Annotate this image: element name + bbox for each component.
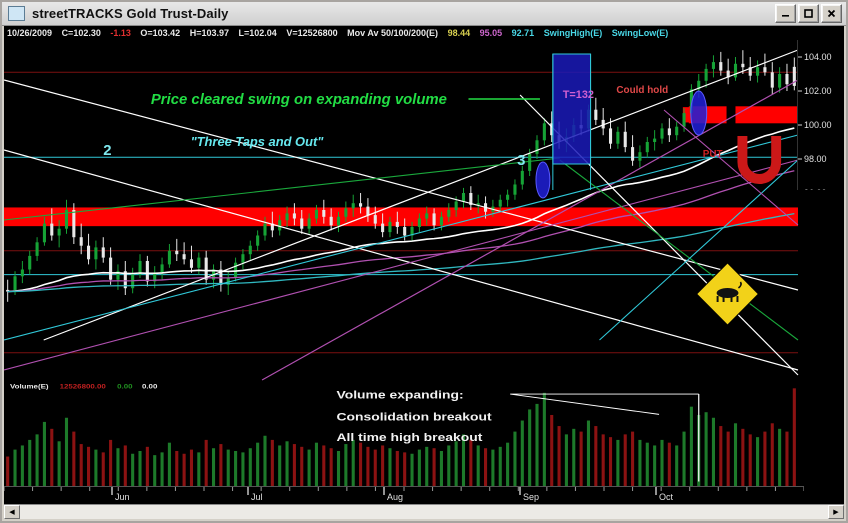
- price-plot: [4, 49, 799, 381]
- volume-note-2: Consolidation breakout: [336, 411, 492, 423]
- scroll-left-button[interactable]: ◀: [4, 505, 20, 519]
- volume-indicator-label: Volume(E): [10, 383, 49, 390]
- volume-annotations: Volume(E) 12526800.00 0.00 0.00 Volume e…: [10, 383, 700, 482]
- svg-text:Aug: Aug: [387, 492, 403, 502]
- put-label: PUT: [703, 149, 723, 160]
- volume-pane[interactable]: Volume(E) 12526800.00 0.00 0.00 Volume e…: [4, 380, 798, 487]
- window-titlebar: streetTRACKS Gold Trust-Daily: [2, 2, 846, 26]
- scroll-track[interactable]: [20, 505, 828, 519]
- volume-plot: [6, 388, 796, 487]
- price-pane[interactable]: Price cleared swing on expanding volume …: [4, 40, 799, 381]
- chart-canvas[interactable]: 10/26/2009 C=102.30 -1.13 O=103.42 H=103…: [4, 26, 844, 519]
- movavg-value-3: 92.71: [511, 28, 535, 38]
- quote-bar: 10/26/2009 C=102.30 -1.13 O=103.42 H=103…: [4, 26, 844, 40]
- scroll-right-button[interactable]: ▶: [828, 505, 844, 519]
- window-controls: [775, 4, 844, 23]
- annotation-cyan: "Three Taps and Out": [191, 134, 325, 149]
- svg-text:104.00: 104.00: [804, 52, 832, 62]
- movavg-value-2: 95.05: [479, 28, 503, 38]
- tap-marker-2: 2: [103, 142, 111, 159]
- quote-change: -1.13: [110, 28, 131, 38]
- svg-text:100.00: 100.00: [804, 120, 832, 130]
- window-doc-icon: [8, 6, 25, 21]
- y-axis: 86.0088.0090.0092.0094.0096.0098.00100.0…: [797, 40, 844, 190]
- volume-indicator-value3: 0.00: [142, 383, 157, 390]
- svg-text:Sep: Sep: [523, 492, 539, 502]
- tap-marker-3: 3: [517, 152, 525, 169]
- svg-text:102.00: 102.00: [804, 86, 832, 96]
- movavg-label: Mov Av 50/100/200(E): [347, 28, 439, 38]
- quote-high: H=103.97: [189, 28, 230, 38]
- volume-indicator-value: 12526800.00: [60, 383, 106, 390]
- close-button[interactable]: [821, 4, 842, 23]
- horizontal-scrollbar[interactable]: ◀ ▶: [4, 504, 844, 519]
- time-cycle-label: T=132: [563, 89, 594, 101]
- swing-low-label: SwingLow(E): [611, 28, 669, 38]
- maximize-button[interactable]: [798, 4, 819, 23]
- window-title: streetTRACKS Gold Trust-Daily: [32, 6, 229, 21]
- volume-note-3: All time high breakout: [336, 431, 483, 443]
- minimize-button[interactable]: [775, 4, 796, 23]
- volume-indicator-value2: 0.00: [117, 383, 132, 390]
- annotation-green: Price cleared swing on expanding volume: [151, 91, 447, 108]
- quote-volume: V=12526800: [286, 28, 338, 38]
- volume-note-1: Volume expanding:: [336, 389, 463, 401]
- movavg-value-1: 98.44: [447, 28, 471, 38]
- quote-date: 10/26/2009: [7, 28, 53, 38]
- price-annotations: Price cleared swing on expanding volume …: [103, 85, 723, 169]
- svg-text:Jul: Jul: [251, 492, 263, 502]
- x-axis: Jun Jul Aug Sep Oct: [4, 486, 804, 505]
- quote-low: L=102.04: [238, 28, 277, 38]
- swing-high-label: SwingHigh(E): [543, 28, 603, 38]
- annotation-could-hold: Could hold: [616, 85, 668, 96]
- quote-open: O=103.42: [140, 28, 181, 38]
- quote-close: C=102.30: [61, 28, 101, 38]
- svg-text:Oct: Oct: [659, 492, 674, 502]
- svg-text:96.00: 96.00: [804, 188, 827, 190]
- svg-text:98.00: 98.00: [804, 154, 827, 164]
- svg-text:Jun: Jun: [115, 492, 130, 502]
